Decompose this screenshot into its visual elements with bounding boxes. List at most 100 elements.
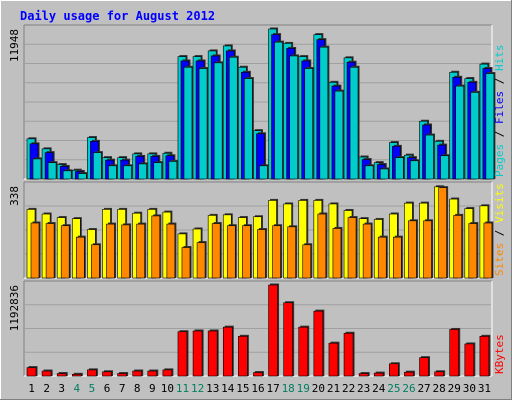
bar-sites-day-23	[362, 222, 373, 279]
bar-kbytes-day-31-fill	[479, 336, 490, 377]
bar-pages-day-26	[410, 159, 420, 180]
bar-sites-day-26-fill	[408, 220, 417, 279]
axis-label-separator: /	[493, 124, 506, 144]
bar-pages-day-9	[153, 161, 164, 180]
bar-sites-day-14-fill	[226, 225, 236, 279]
bar-pages-day-27-fill	[425, 134, 434, 180]
bar-kbytes-day-5	[87, 368, 98, 377]
axis-label-files: Files	[493, 91, 506, 124]
bar-sites-day-13	[211, 222, 222, 279]
bar-sites-day-2-fill	[45, 223, 55, 279]
bar-sites-day-17	[272, 224, 283, 279]
bar-kbytes-day-27-fill	[419, 357, 429, 377]
bar-sites-day-26	[408, 219, 418, 279]
bar-pages-day-5	[93, 151, 103, 180]
bar-pages-day-17-fill	[274, 41, 283, 180]
bar-pages-day-31	[485, 72, 496, 180]
bar-pages-day-8	[138, 162, 149, 180]
axis-label-kbytes: KBytes	[493, 334, 506, 374]
bar-sites-day-5	[91, 243, 101, 279]
bar-pages-day-16	[259, 164, 269, 180]
bar-kbytes-day-27	[419, 356, 431, 377]
bar-kbytes-day-23-fill	[358, 373, 369, 377]
bar-sites-day-12-fill	[196, 242, 206, 279]
bar-kbytes-day-25-fill	[389, 363, 399, 377]
bar-sites-day-4-fill	[75, 236, 85, 279]
chart-title: Daily usage for August 2012	[20, 9, 215, 23]
bar-pages-day-6	[108, 164, 118, 180]
bar-kbytes-day-15	[238, 334, 249, 377]
bar-pages-day-7	[123, 164, 134, 180]
bar-pages-day-18	[289, 54, 300, 180]
bar-kbytes-day-21	[328, 341, 340, 377]
bar-pages-day-6-fill	[108, 165, 117, 180]
x-tick-label-day-8: 8	[134, 382, 141, 395]
bar-pages-day-2-fill	[47, 162, 57, 180]
bar-pages-day-11-fill	[183, 66, 193, 180]
bar-kbytes-day-12-fill	[192, 330, 203, 377]
x-tick-label-day-26: 26	[402, 382, 415, 395]
bar-sites-day-24	[377, 235, 388, 279]
bar-kbytes-day-1-fill	[26, 367, 37, 377]
bar-kbytes-day-3	[56, 372, 68, 377]
x-tick-label-day-3: 3	[58, 382, 65, 395]
bar-sites-day-28-fill	[438, 187, 447, 279]
bar-sites-day-21-fill	[332, 228, 342, 279]
x-tick-label-day-24: 24	[372, 382, 386, 395]
bar-sites-day-6-fill	[106, 223, 115, 279]
x-tick-label-day-29: 29	[448, 382, 461, 395]
bar-kbytes-day-13-fill	[207, 330, 218, 377]
bar-sites-day-3-fill	[60, 225, 70, 279]
bar-pages-day-3	[62, 169, 73, 180]
x-tick-label-day-22: 22	[342, 382, 355, 395]
bar-sites-day-21	[332, 226, 343, 279]
bar-pages-day-16-fill	[259, 165, 268, 180]
bar-sites-day-31-fill	[483, 222, 493, 279]
panel-2-max-label: 338	[8, 186, 21, 206]
x-tick-label-day-18: 18	[282, 382, 295, 395]
bar-kbytes-day-14-fill	[222, 326, 233, 377]
x-tick-label-day-1: 1	[28, 382, 35, 395]
bar-pages-day-21	[334, 89, 345, 180]
bar-sites-day-15-fill	[242, 225, 251, 279]
bar-kbytes-day-9-fill	[147, 370, 158, 377]
bar-kbytes-day-26-fill	[404, 371, 414, 377]
bar-sites-day-20	[317, 212, 328, 279]
bar-kbytes-day-23	[358, 372, 370, 377]
x-tick-label-day-17: 17	[266, 382, 279, 395]
bar-pages-day-21-fill	[334, 90, 344, 180]
bar-pages-day-4-fill	[77, 173, 87, 180]
x-tick-label-day-28: 28	[433, 382, 446, 395]
bar-pages-day-24-fill	[379, 168, 389, 180]
bar-sites-day-27	[423, 219, 434, 279]
bar-kbytes-day-13	[207, 329, 219, 377]
bar-sites-day-16-fill	[257, 229, 266, 279]
axis-label-pages: Pages	[493, 144, 506, 177]
bar-sites-day-7-fill	[121, 224, 130, 279]
bar-kbytes-day-22-fill	[343, 332, 354, 377]
bar-kbytes-day-5-fill	[87, 369, 97, 377]
bar-pages-day-28	[440, 154, 451, 180]
x-tick-label-day-25: 25	[387, 382, 400, 395]
bar-kbytes-day-8-fill	[132, 370, 142, 377]
bar-kbytes-day-6	[102, 370, 113, 377]
x-tick-label-day-16: 16	[251, 382, 264, 395]
bar-pages-day-7-fill	[123, 165, 132, 180]
bar-kbytes-day-9	[147, 369, 159, 377]
bar-sites-day-14	[226, 224, 237, 279]
bar-kbytes-day-26	[404, 370, 415, 377]
bar-pages-day-22-fill	[349, 66, 359, 180]
x-tick-label-day-5: 5	[89, 382, 96, 395]
bar-kbytes-day-19	[298, 325, 310, 377]
bar-kbytes-day-16	[253, 371, 264, 377]
bar-kbytes-day-4-fill	[71, 374, 82, 377]
bar-sites-day-4	[75, 235, 86, 279]
bar-kbytes-day-17-fill	[268, 284, 278, 377]
bar-pages-day-28-fill	[440, 155, 449, 180]
bar-kbytes-day-18	[283, 301, 295, 377]
bar-sites-day-10-fill	[166, 223, 176, 279]
bar-pages-day-15-fill	[244, 78, 253, 180]
bar-sites-day-6	[106, 222, 116, 279]
x-tick-label-day-19: 19	[297, 382, 310, 395]
bar-pages-day-30	[470, 90, 481, 180]
